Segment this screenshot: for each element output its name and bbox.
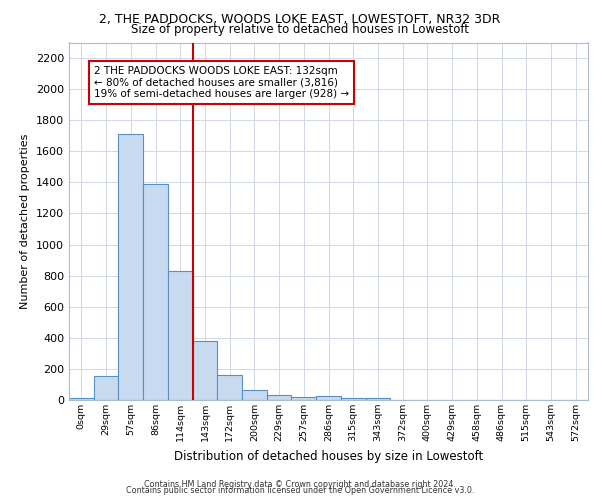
Bar [69, 398, 94, 400]
Bar [341, 398, 365, 400]
Bar [217, 375, 242, 400]
Bar [365, 398, 390, 400]
X-axis label: Distribution of detached houses by size in Lowestoft: Distribution of detached houses by size … [174, 450, 483, 462]
Bar [316, 396, 341, 400]
Bar [118, 134, 143, 400]
Text: 2 THE PADDOCKS WOODS LOKE EAST: 132sqm
← 80% of detached houses are smaller (3,8: 2 THE PADDOCKS WOODS LOKE EAST: 132sqm ←… [94, 66, 349, 99]
Bar [242, 390, 267, 400]
Y-axis label: Number of detached properties: Number of detached properties [20, 134, 31, 309]
Text: Contains public sector information licensed under the Open Government Licence v3: Contains public sector information licen… [126, 486, 474, 495]
Bar [292, 397, 316, 400]
Text: Size of property relative to detached houses in Lowestoft: Size of property relative to detached ho… [131, 22, 469, 36]
Bar [168, 271, 193, 400]
Bar [143, 184, 168, 400]
Bar [94, 376, 118, 400]
Text: 2, THE PADDOCKS, WOODS LOKE EAST, LOWESTOFT, NR32 3DR: 2, THE PADDOCKS, WOODS LOKE EAST, LOWEST… [100, 12, 500, 26]
Text: Contains HM Land Registry data © Crown copyright and database right 2024.: Contains HM Land Registry data © Crown c… [144, 480, 456, 489]
Bar [193, 341, 217, 400]
Bar [267, 396, 292, 400]
